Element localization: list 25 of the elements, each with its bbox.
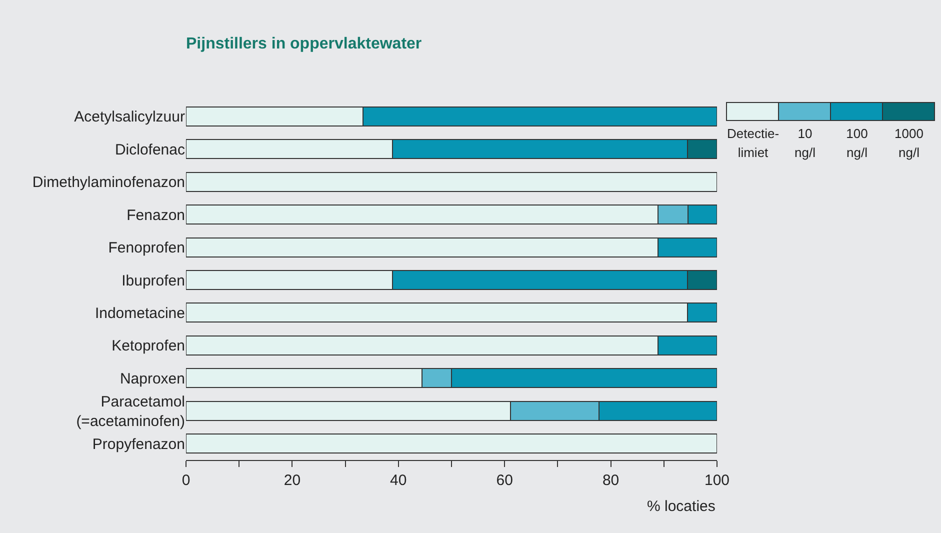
x-tick-label: 80 <box>602 472 620 489</box>
y-tick-label: Fenoprofen <box>108 240 185 257</box>
x-tick-label: 40 <box>390 472 407 489</box>
y-tick-label: Ketoprofen <box>112 338 185 355</box>
y-tick-label: Fenazon <box>126 206 185 224</box>
x-axis-title: % locaties <box>647 498 716 515</box>
legend-label: 100 ng/l <box>845 125 869 162</box>
y-tick-label: Naproxen <box>120 370 185 388</box>
chart-title: Pijnstillers in oppervlaktewater <box>186 36 422 53</box>
y-tick-label: Acetylsalicylzuur <box>74 108 185 126</box>
y-tick-label: Dimethylaminofenazon <box>32 174 185 192</box>
bar <box>186 434 717 454</box>
legend-label: Detectie- limiet <box>727 125 780 162</box>
x-tick-label: 100 <box>704 472 730 489</box>
bar <box>186 172 717 192</box>
x-tick-label: 20 <box>284 472 301 489</box>
y-tick-label: Indometacine <box>94 304 185 322</box>
y-tick-label: Diclofenac <box>114 141 186 158</box>
legend-label: 1000 ng/l <box>894 125 924 162</box>
y-tick-label: Propyfenazon <box>92 436 185 453</box>
x-tick-label: 0 <box>182 472 190 489</box>
legend-label: 10 ng/l <box>794 125 816 162</box>
y-tick-label: Ibuprofen <box>122 272 185 290</box>
y-tick-label: Paracetamol (=acetaminofen) <box>76 393 185 430</box>
x-tick-label: 60 <box>496 472 513 489</box>
